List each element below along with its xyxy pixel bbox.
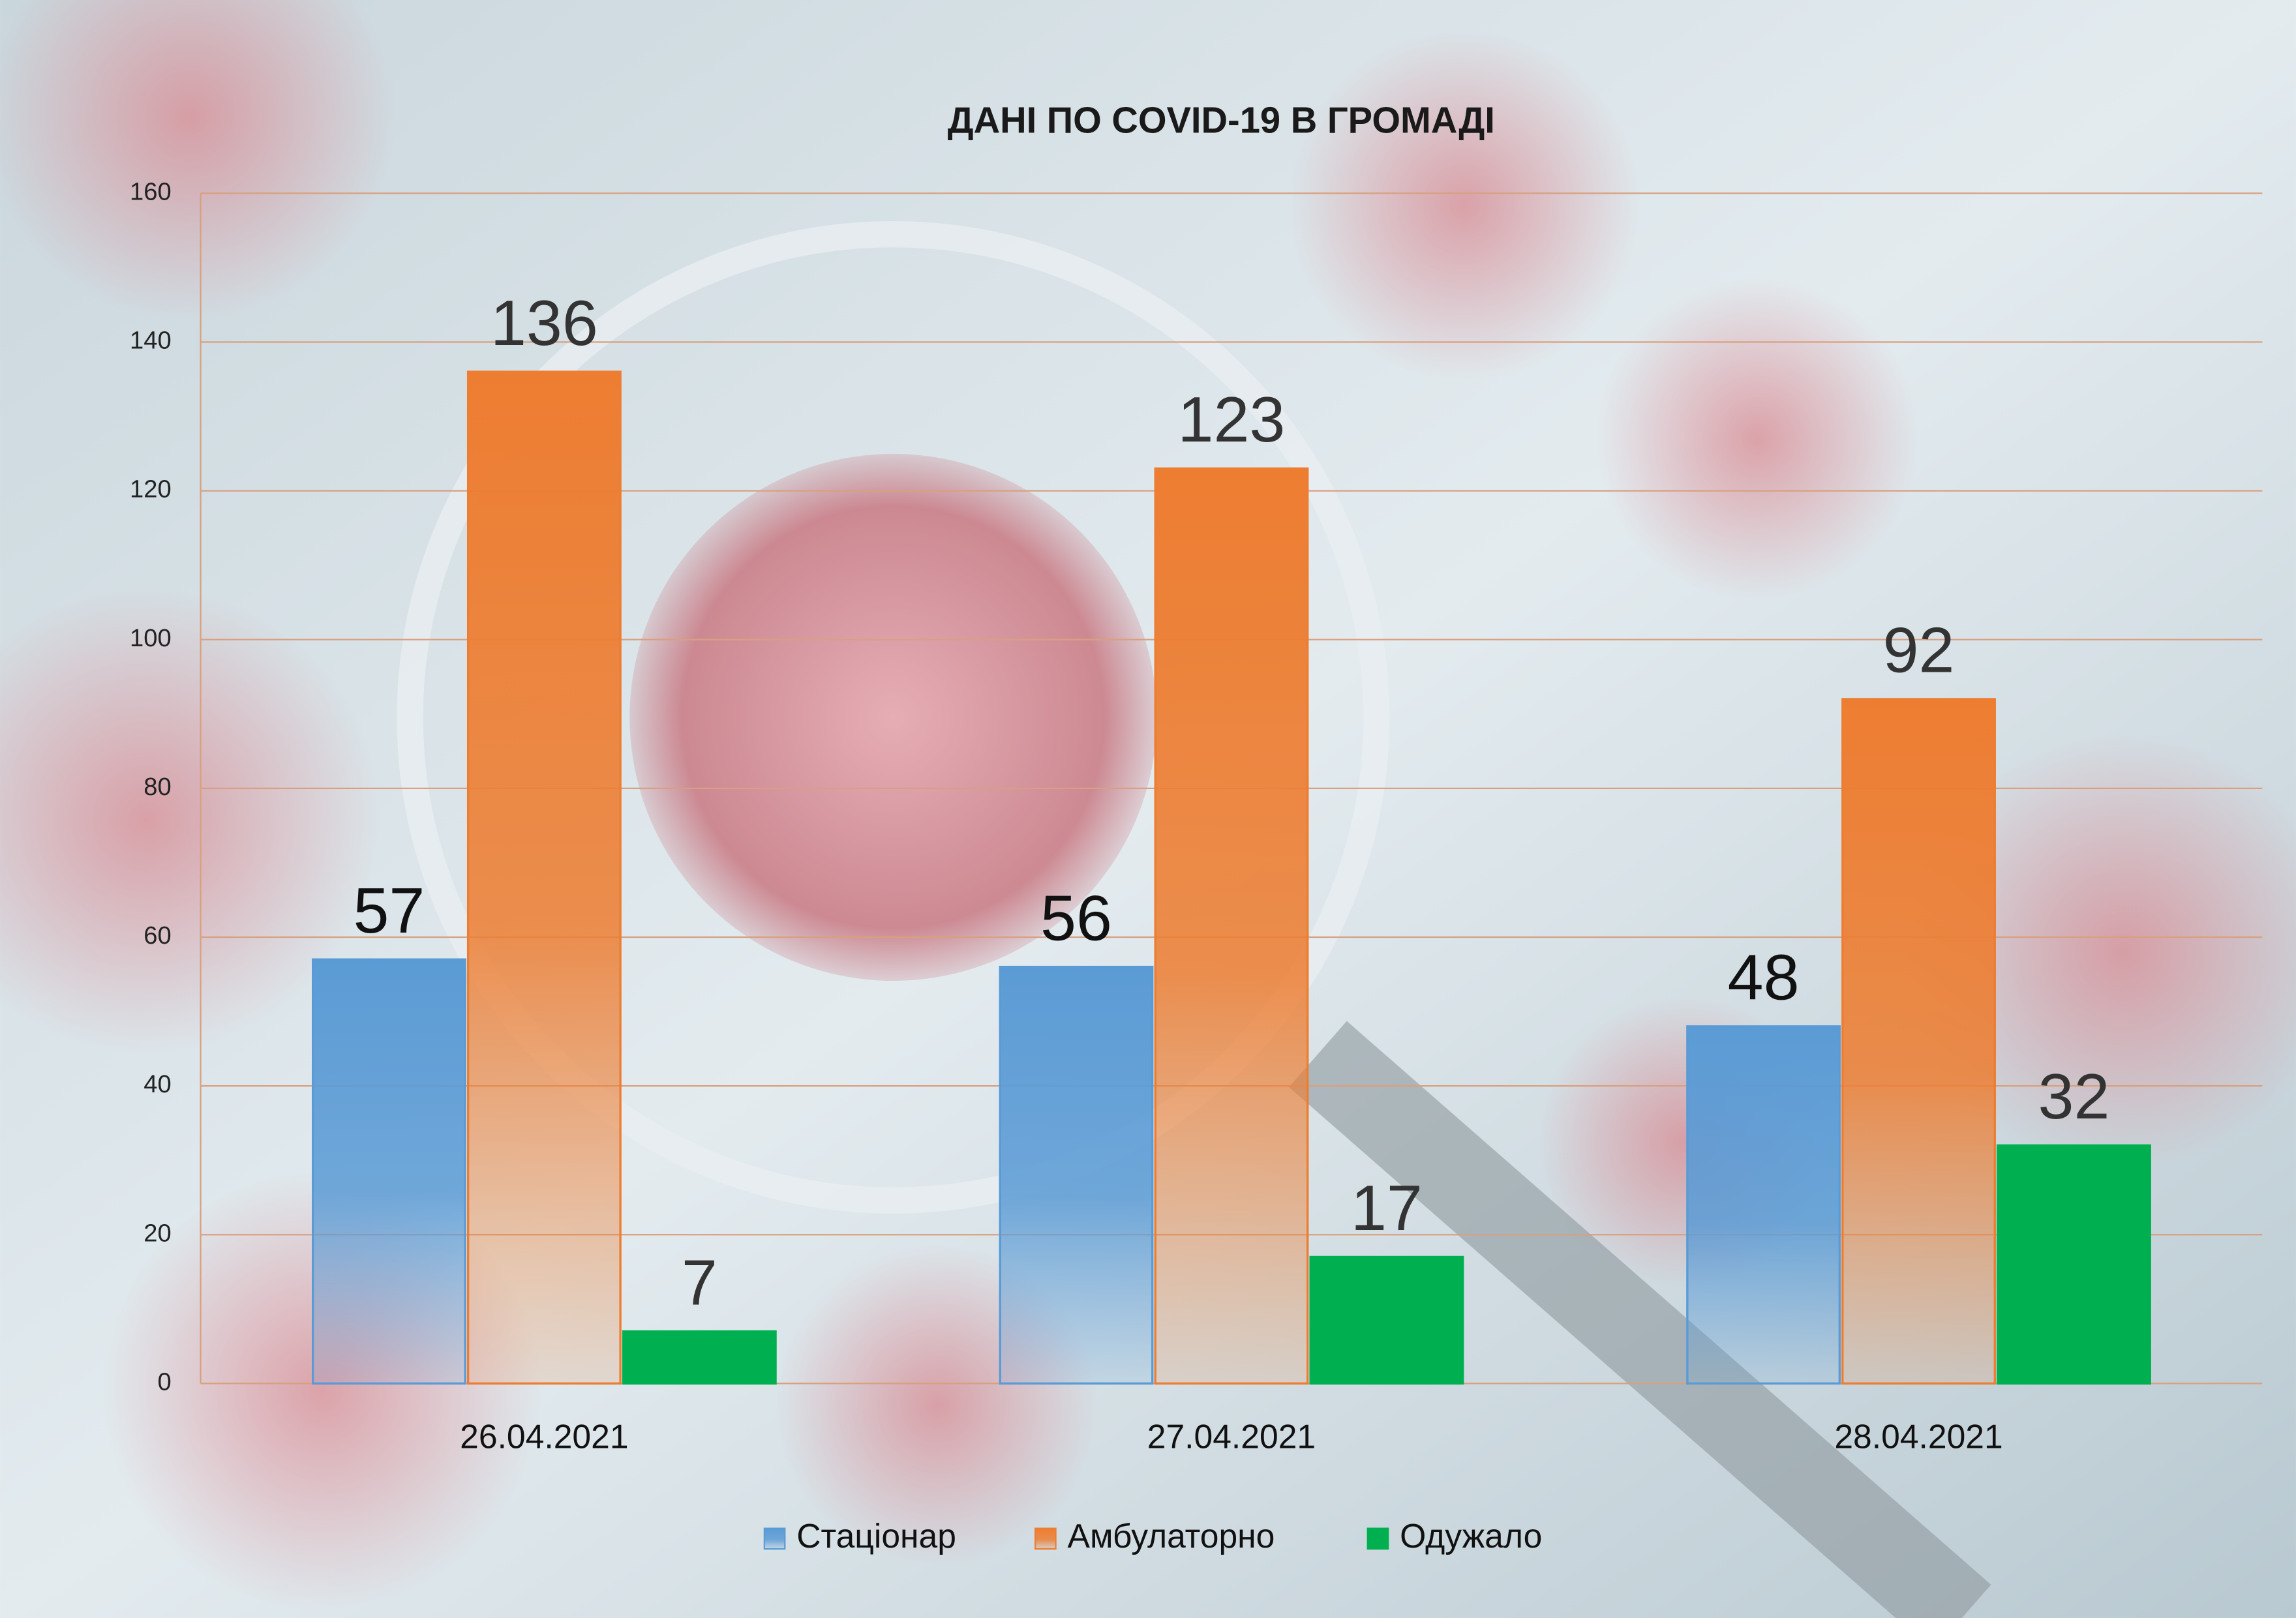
data-label: 56: [1040, 882, 1112, 953]
data-label: 136: [491, 287, 598, 359]
legend-swatch: [1035, 1527, 1057, 1550]
y-tick-label: 160: [130, 177, 172, 205]
y-tick-label: 120: [130, 475, 172, 503]
bar: [1841, 698, 1996, 1385]
y-tick-label: 40: [144, 1070, 171, 1098]
bar: [999, 965, 1154, 1385]
legend-label: Одужало: [1400, 1517, 1542, 1555]
y-tick-label: 20: [144, 1219, 171, 1247]
data-label: 32: [2038, 1060, 2110, 1132]
chart-title: ДАНІ ПО COVID-19 В ГРОМАДІ: [948, 99, 1495, 140]
y-tick-label: 140: [130, 327, 172, 355]
legend-swatch: [763, 1527, 786, 1550]
bar: [622, 1330, 777, 1385]
bar: [312, 958, 466, 1385]
bar: [1997, 1144, 2151, 1385]
legend-label: Амбулаторно: [1068, 1517, 1275, 1555]
bar: [1686, 1025, 1841, 1385]
data-label: 7: [682, 1246, 718, 1318]
y-tick-label: 80: [144, 773, 171, 801]
x-tick-label: 26.04.2021: [460, 1417, 628, 1455]
legend-label: Стаціонар: [796, 1517, 956, 1555]
bar: [1154, 467, 1309, 1385]
data-label: 92: [1883, 614, 1955, 686]
x-tick-label: 27.04.2021: [1147, 1417, 1316, 1455]
x-tick-label: 28.04.2021: [1834, 1417, 2002, 1455]
data-label: 48: [1728, 942, 1800, 1013]
legend-swatch: [1367, 1527, 1389, 1550]
data-label: 123: [1178, 383, 1286, 455]
data-label: 57: [353, 875, 425, 946]
y-tick-label: 100: [130, 624, 172, 652]
bar: [466, 370, 622, 1385]
data-label: 17: [1351, 1172, 1423, 1244]
y-tick-label: 0: [157, 1368, 171, 1396]
y-tick-label: 60: [144, 921, 171, 950]
bar: [1309, 1255, 1464, 1385]
